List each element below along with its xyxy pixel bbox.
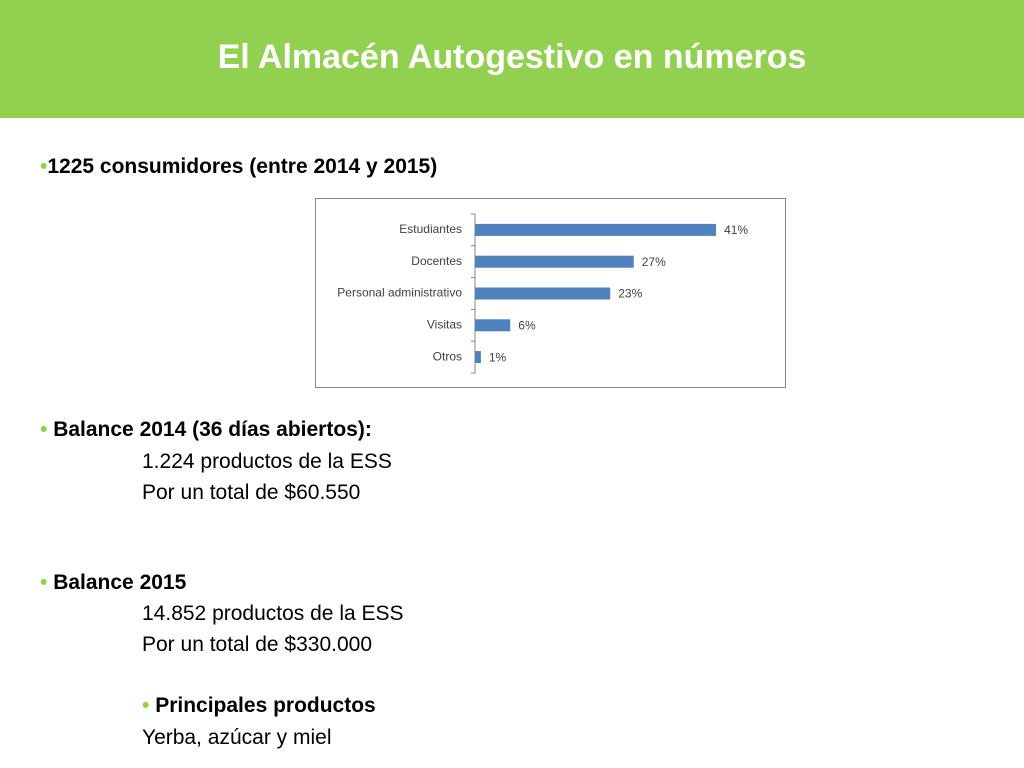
bullet-text: Principales productos bbox=[155, 694, 376, 717]
detail-line: Por un total de $60.550 bbox=[142, 481, 361, 504]
bullet-item: • Balance 2014 (36 días abiertos): bbox=[40, 418, 372, 441]
detail-line: Por un total de $330.000 bbox=[142, 633, 373, 656]
bar bbox=[475, 287, 611, 300]
bar bbox=[475, 351, 481, 364]
data-label: 6% bbox=[518, 318, 536, 332]
category-label: Estudiantes bbox=[399, 222, 462, 236]
bar bbox=[475, 223, 717, 236]
data-label: 41% bbox=[724, 223, 748, 237]
chart: Estudiantes 41% Docentes 27% Personal admini… bbox=[315, 198, 786, 388]
detail-line: 14.852 productos de la ESS bbox=[142, 602, 404, 625]
category-label: Otros bbox=[433, 349, 462, 363]
category-label: Docentes bbox=[411, 254, 462, 268]
bullet-item: •1225 consumidores (entre 2014 y 2015) bbox=[40, 155, 438, 178]
data-label: 27% bbox=[642, 255, 666, 269]
detail-line: 1.224 productos de la ESS bbox=[142, 450, 392, 473]
slide-title: El Almacén Autogestivo en números bbox=[217, 38, 807, 76]
bullet-text: 1225 consumidores (entre 2014 y 2015) bbox=[47, 155, 438, 178]
bullet-item: • Principales productos bbox=[142, 694, 376, 717]
category-label: Personal administrativo bbox=[337, 286, 462, 300]
bar bbox=[475, 319, 511, 332]
detail-line: Yerba, azúcar y miel bbox=[142, 726, 332, 749]
data-label: 23% bbox=[618, 287, 642, 301]
bullet-item: • Balance 2015 bbox=[40, 571, 187, 594]
bar bbox=[475, 255, 634, 268]
data-label: 1% bbox=[489, 350, 507, 364]
bullet-text: Balance 2014 (36 días abiertos): bbox=[53, 418, 372, 441]
bullet-text: Balance 2015 bbox=[53, 571, 187, 594]
header-bar bbox=[0, 0, 1024, 118]
category-label: Visitas bbox=[427, 317, 462, 331]
